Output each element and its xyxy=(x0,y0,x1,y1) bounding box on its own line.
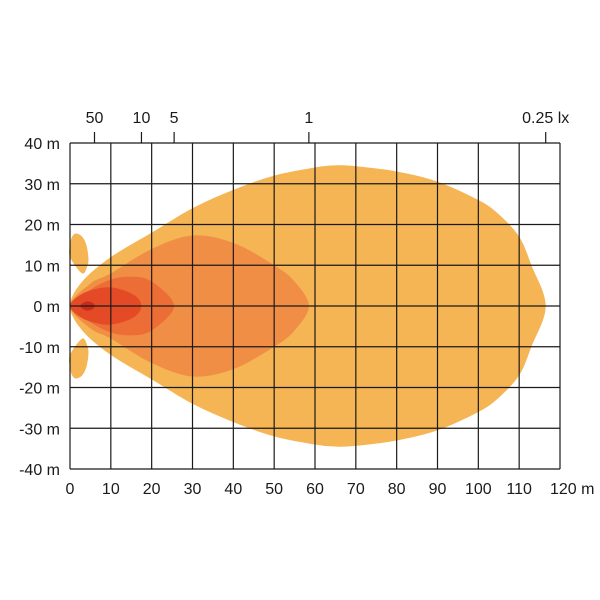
x-tick-label-110: 110 xyxy=(506,481,532,498)
lux-marker-label-1: 10 xyxy=(133,110,151,127)
x-tick-label-100: 100 xyxy=(465,481,492,498)
x-tick-label-0: 0 xyxy=(66,481,75,498)
lux-marker-label-2: 5 xyxy=(170,110,179,127)
y-tick-label-20: 20 m xyxy=(24,218,60,235)
y-tick-label--40: -40 m xyxy=(19,462,60,479)
grid-lines xyxy=(69,142,561,470)
y-tick-label-0: 0 m xyxy=(33,299,60,316)
x-tick-label-40: 40 xyxy=(224,481,242,498)
side-lobe-upper xyxy=(69,233,89,274)
x-tick-label-50: 50 xyxy=(265,481,283,498)
x-axis-tick-labels: 0 10 20 30 40 50 60 70 80 90 100 110 120 m xyxy=(66,481,595,498)
y-axis-tick-labels: 40 m 30 m 20 m 10 m 0 m -10 m -20 m -30 m -40 m xyxy=(19,136,60,479)
y-tick-label--20: -20 m xyxy=(19,381,60,398)
lux-markers: 50 10 5 1 0.25 lx xyxy=(86,110,569,143)
lux-marker-label-3: 1 xyxy=(304,110,313,127)
lux-marker-label-0: 50 xyxy=(86,110,104,127)
y-tick-label-40: 40 m xyxy=(24,136,60,153)
x-tick-label-80: 80 xyxy=(388,481,406,498)
lux-marker-label-4: 0.25 lx xyxy=(522,110,569,127)
x-tick-label-10: 10 xyxy=(102,481,120,498)
side-lobe-lower xyxy=(69,338,89,379)
x-tick-label-60: 60 xyxy=(306,481,324,498)
y-tick-label--30: -30 m xyxy=(19,421,60,438)
y-tick-label-10: 10 m xyxy=(24,258,60,275)
x-tick-label-70: 70 xyxy=(347,481,365,498)
x-tick-label-20: 20 xyxy=(143,481,161,498)
x-tick-label-90: 90 xyxy=(429,481,447,498)
y-tick-label--10: -10 m xyxy=(19,340,60,357)
x-tick-label-30: 30 xyxy=(184,481,202,498)
y-tick-label-30: 30 m xyxy=(24,177,60,194)
x-tick-label-120: 120 m xyxy=(550,481,594,498)
